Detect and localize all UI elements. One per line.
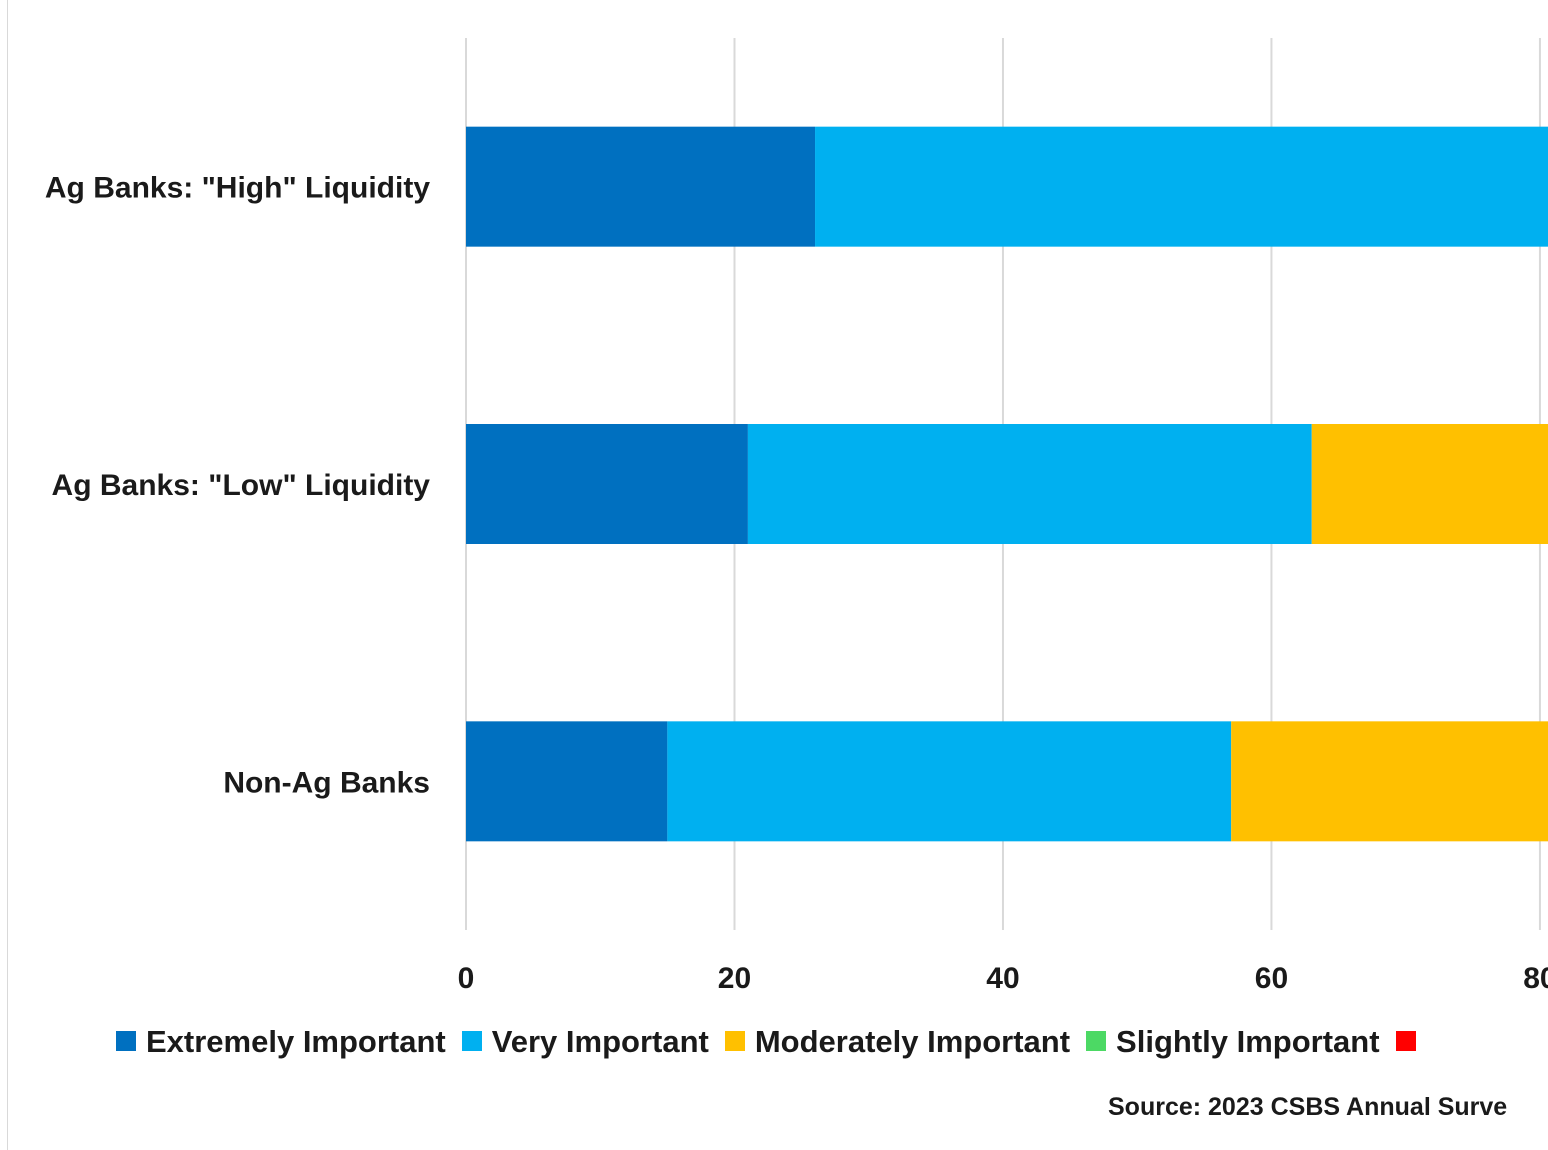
category-labels: Ag Banks: "High" Liquidity Ag Banks: "Low… xyxy=(45,172,430,800)
bar-segment xyxy=(466,126,816,247)
legend-swatch xyxy=(116,1031,136,1051)
legend-swatch xyxy=(724,1031,745,1051)
legend-item-red xyxy=(1395,1024,1426,1060)
category-label: Ag Banks: "Low" Liquidity xyxy=(52,469,431,502)
category-label: Ag Banks: "High" Liquidity xyxy=(45,172,430,205)
bar-segment xyxy=(466,721,668,842)
bar-segment xyxy=(667,721,1232,842)
category-label: Non-Ag Banks xyxy=(223,766,430,799)
x-tick-label: 80 xyxy=(1523,962,1548,995)
legend-item-very-important: Very Important xyxy=(461,1024,709,1060)
x-tick-label: 0 xyxy=(458,962,475,995)
bars xyxy=(466,126,1548,842)
x-tick-label: 20 xyxy=(718,962,751,995)
left-border-line xyxy=(7,0,8,1150)
stacked-bar-chart: Ag Banks: "High" Liquidity Ag Banks: "Low… xyxy=(45,38,1548,995)
x-tick-labels: 0 20 40 60 80 xyxy=(458,962,1548,995)
bar-segment xyxy=(1311,424,1548,544)
legend-item-slightly-important: Slightly Important xyxy=(1086,1024,1380,1060)
bar-segment xyxy=(1231,721,1548,842)
legend-item-moderately-important: Moderately Important xyxy=(724,1024,1071,1060)
legend-label: Extremely Important xyxy=(146,1024,446,1059)
bar-segment xyxy=(815,126,1548,247)
x-tick-label: 40 xyxy=(986,962,1019,995)
legend: Extremely Important Very Important Moderat… xyxy=(116,1024,1442,1060)
x-tick-label: 60 xyxy=(1255,962,1288,995)
legend-swatch xyxy=(461,1031,482,1051)
bar-segment xyxy=(747,424,1312,544)
legend-swatch xyxy=(1395,1031,1416,1051)
legend-item-extremely-important: Extremely Important xyxy=(116,1024,446,1060)
legend-label: Very Important xyxy=(491,1024,709,1059)
legend-label: Slightly Important xyxy=(1116,1024,1380,1059)
source-note: Source: 2023 CSBS Annual Surve xyxy=(1108,1093,1508,1121)
bar-segment xyxy=(466,424,748,544)
legend-swatch xyxy=(1086,1031,1107,1051)
legend-label: Moderately Important xyxy=(754,1024,1071,1059)
